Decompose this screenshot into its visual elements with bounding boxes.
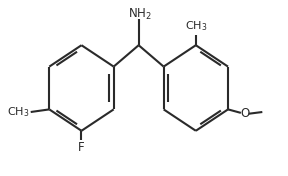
Text: CH$_3$: CH$_3$ <box>7 105 29 119</box>
Text: O: O <box>240 107 250 120</box>
Text: CH$_3$: CH$_3$ <box>185 19 207 33</box>
Text: F: F <box>78 141 85 154</box>
Text: NH$_2$: NH$_2$ <box>128 7 152 22</box>
